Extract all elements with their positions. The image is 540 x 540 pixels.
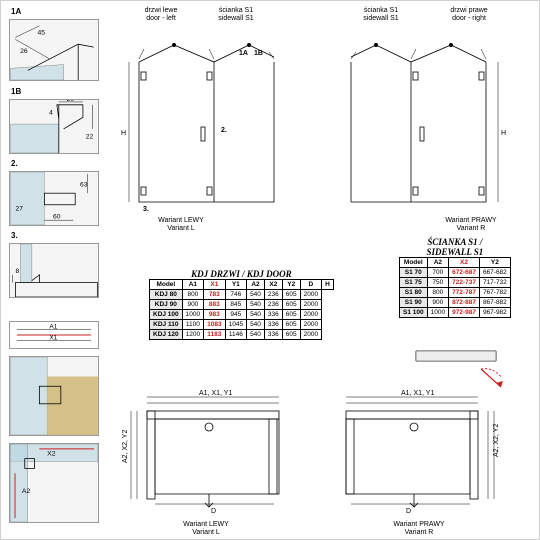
hdr-door-right: drzwi prawedoor - right: [439, 7, 499, 22]
svg-text:X1: X1: [49, 335, 57, 342]
svg-text:2.: 2.: [221, 127, 227, 134]
svg-text:8: 8: [15, 268, 19, 275]
svg-text:60: 60: [53, 213, 61, 220]
enclosure-left: H 1A 1B 2. 3.: [119, 27, 294, 217]
topview-mini: [401, 339, 511, 394]
label-1A: 1A: [11, 7, 21, 16]
enclosure-right: H: [336, 27, 511, 217]
thumb-hinge: [9, 356, 99, 436]
svg-text:X2: X2: [47, 451, 56, 458]
svg-text:1B: 1B: [254, 50, 263, 57]
detail-1B: 20 4 22: [9, 99, 99, 154]
detail-2: 63 27 60: [9, 171, 99, 226]
kdj-table-wrap: KDJ DRZWI / KDJ DOOR ModelA1X1Y1A2X2Y2DH…: [149, 269, 334, 340]
svg-text:A1: A1: [49, 324, 57, 331]
plan-left: A1, X1, Y1 A2, X2, Y2 D: [119, 389, 299, 524]
hdr-door-left: drzwi lewedoor - left: [131, 7, 191, 22]
detail-3: 8: [9, 243, 99, 298]
svg-text:A1, X1, Y1: A1, X1, Y1: [199, 390, 232, 397]
svg-text:H: H: [501, 130, 506, 137]
svg-text:27: 27: [15, 206, 23, 213]
var-r-lbl: Wariant PRAWYVariant R: [431, 217, 511, 232]
s1-table: ModelA2X2Y2S1 70700672-687667-682S1 7575…: [399, 257, 511, 318]
svg-text:63: 63: [80, 181, 88, 188]
svg-text:A2: A2: [22, 488, 31, 495]
svg-text:22: 22: [86, 134, 94, 141]
svg-text:4: 4: [49, 109, 53, 116]
hdr-sw-l: ścianka S1sidewall S1: [206, 7, 266, 22]
label-1B: 1B: [11, 87, 21, 96]
plan-r-var: Wariant PRAWYVariant R: [379, 521, 459, 536]
thumb-corner: X2 A2: [9, 443, 99, 523]
label-3: 3.: [11, 231, 18, 240]
svg-text:A1, X1, Y1: A1, X1, Y1: [401, 390, 434, 397]
kdj-table: ModelA1X1Y1A2X2Y2DHKDJ 80800783746540236…: [149, 279, 334, 340]
label-2: 2.: [11, 159, 18, 168]
diagram-sheet: 1A 45 26 1B 20 4 22 2. 63 27 60 3. 8 A1 X…: [1, 1, 539, 539]
svg-text:H: H: [121, 130, 126, 137]
svg-text:D: D: [211, 508, 216, 515]
svg-text:A2, X2, Y2: A2, X2, Y2: [493, 424, 500, 457]
svg-text:20: 20: [67, 100, 75, 103]
plan-l-var: Wariant LEWYVariant L: [166, 521, 246, 536]
var-l-lbl: Wariant LEWYVariant L: [141, 217, 221, 232]
dim-A1X1: A1 X1: [9, 321, 99, 349]
hdr-sw-r: ścianka S1sidewall S1: [351, 7, 411, 22]
svg-text:45: 45: [38, 30, 46, 37]
svg-text:A2, X2, Y2: A2, X2, Y2: [122, 430, 129, 463]
s1-title: ŚCIANKA S1 / SIDEWALL S1: [399, 237, 511, 257]
plan-right: A1, X1, Y1 A2, X2, Y2 D: [326, 389, 506, 524]
svg-text:26: 26: [20, 48, 28, 55]
svg-text:D: D: [406, 508, 411, 515]
svg-text:3.: 3.: [143, 206, 149, 213]
svg-text:1A: 1A: [239, 50, 248, 57]
detail-1A: 45 26: [9, 19, 99, 81]
s1-table-wrap: ŚCIANKA S1 / SIDEWALL S1 ModelA2X2Y2S1 7…: [399, 237, 511, 318]
kdj-title: KDJ DRZWI / KDJ DOOR: [149, 269, 334, 279]
